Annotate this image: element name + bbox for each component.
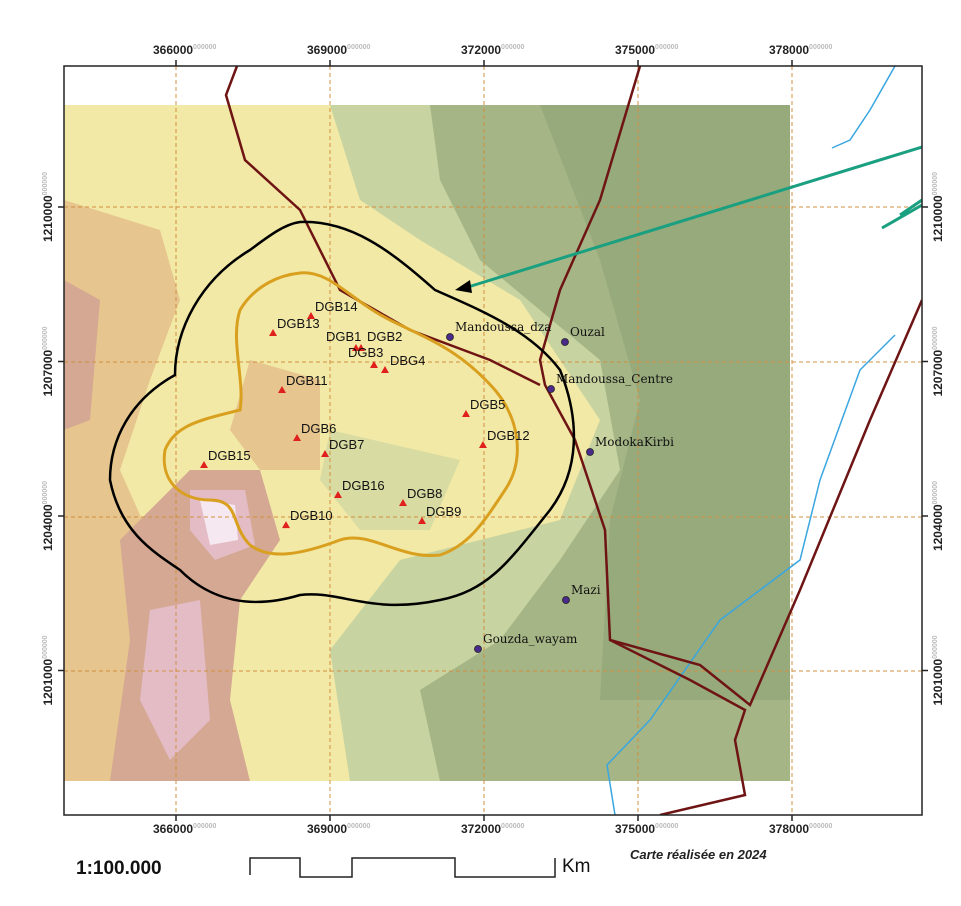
map-credit: Carte réalisée en 2024 xyxy=(630,847,767,862)
x-tick-label: 378000000000 xyxy=(769,43,833,57)
y-tick-label: 1201000000000 xyxy=(931,635,945,705)
drill-point-marker xyxy=(461,410,470,418)
drill-point-label: DGB14 xyxy=(315,299,358,314)
village-marker xyxy=(586,448,594,456)
village-label: ModokaKirbi xyxy=(595,435,674,449)
direction-arrow xyxy=(455,145,922,293)
drill-point-label: DGB6 xyxy=(301,421,336,436)
y-tick-label: 1201000000000 xyxy=(41,635,55,705)
drill-point-marker xyxy=(307,312,316,320)
drill-point-marker xyxy=(199,461,208,469)
village-marker xyxy=(562,596,570,604)
drill-point-marker xyxy=(278,386,287,394)
drill-point-marker xyxy=(398,499,407,507)
y-tick-label: 1204000000000 xyxy=(41,481,55,551)
outer-buffer-zone xyxy=(108,220,576,607)
y-tick-label: 1210000000000 xyxy=(41,172,55,242)
map-frame xyxy=(63,65,923,816)
drill-point-marker xyxy=(417,517,426,525)
x-tick-label: 369000000000 xyxy=(307,43,371,57)
scale-unit: Km xyxy=(562,856,591,877)
village-marker xyxy=(446,333,454,341)
y-tick-label: 1210000000000 xyxy=(931,172,945,242)
drill-point-label: DGB12 xyxy=(487,428,530,443)
x-tick-label: 369000000000 xyxy=(307,822,371,836)
inner-buffer-zone xyxy=(162,271,519,558)
drill-point-marker xyxy=(321,449,330,457)
village-label: Mandoussa_Centre xyxy=(556,372,673,386)
drill-point-marker xyxy=(369,361,378,369)
drill-point-marker xyxy=(478,441,487,449)
drill-point-label: DGB15 xyxy=(208,448,251,463)
x-tick-label: 366000000000 xyxy=(153,43,217,57)
drill-point-label: DGB5 xyxy=(470,397,505,412)
x-tick-label: 375000000000 xyxy=(615,822,679,836)
drill-point-label: DGB9 xyxy=(426,504,461,519)
drill-point-marker xyxy=(292,434,301,442)
village-marker xyxy=(547,385,555,393)
drill-point-marker xyxy=(282,521,291,529)
x-tick-label: 366000000000 xyxy=(153,822,217,836)
drill-point-label: DGB8 xyxy=(407,486,442,501)
x-tick-label: 372000000000 xyxy=(461,43,525,57)
village-label: Mandoussa_dza xyxy=(455,320,551,334)
scale-bar xyxy=(249,857,556,878)
drill-point-label: DGB1 xyxy=(326,329,361,344)
y-tick-label: 1207000000000 xyxy=(931,326,945,396)
drill-point-label: DGB3 xyxy=(348,345,383,360)
x-tick-label: 378000000000 xyxy=(769,822,833,836)
villages-layer: Mandoussa_dza Ouzal Mandoussa_Centre Modoka… xyxy=(446,320,674,653)
scale-ratio: 1:100.000 xyxy=(76,858,162,879)
x-tick-label: 372000000000 xyxy=(461,822,525,836)
village-label: Ouzal xyxy=(570,325,605,339)
y-tick-label: 1207000000000 xyxy=(41,326,55,396)
drill-point-marker xyxy=(269,329,278,337)
y-tick-label: 1204000000000 xyxy=(931,481,945,551)
drill-point-marker xyxy=(351,344,360,352)
drill-point-label: DBG4 xyxy=(390,353,425,368)
village-marker xyxy=(474,645,482,653)
drill-point-marker xyxy=(380,365,389,373)
drill-point-label: DGB11 xyxy=(286,373,328,388)
drill-point-label: DGB16 xyxy=(342,478,385,493)
drill-point-label: DGB7 xyxy=(329,437,364,452)
village-label: Gouzda_wayam xyxy=(483,632,578,646)
roads xyxy=(224,66,922,815)
drill-point-marker xyxy=(357,344,366,352)
village-marker xyxy=(561,338,569,346)
rivers xyxy=(606,66,896,815)
village-label: Mazi xyxy=(571,583,601,597)
drill-point-label: DGB13 xyxy=(277,316,320,331)
drill-point-label: DGB10 xyxy=(290,508,333,523)
grid xyxy=(64,66,922,815)
drill-point-marker xyxy=(334,491,343,499)
drill-point-label: DGB2 xyxy=(367,329,402,344)
x-tick-label: 375000000000 xyxy=(615,43,679,57)
